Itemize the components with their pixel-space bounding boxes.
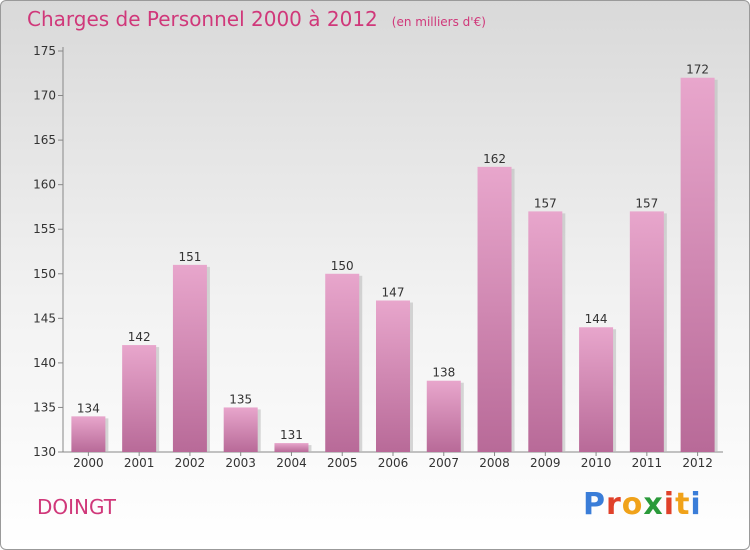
bar-value-label: 157 [534, 196, 557, 210]
bar-value-label: 134 [77, 401, 100, 415]
y-tick-label: 170 [33, 89, 56, 103]
x-tick-label: 2009 [530, 456, 561, 470]
bar [528, 211, 563, 452]
x-tick-label: 2005 [327, 456, 358, 470]
y-tick-label: 145 [33, 311, 56, 325]
brand-letter: P [583, 487, 606, 522]
bar-value-label: 144 [585, 312, 608, 326]
y-tick-label: 135 [33, 400, 56, 414]
bar-value-label: 151 [178, 250, 201, 264]
x-tick-label: 2004 [276, 456, 307, 470]
y-tick-label: 130 [33, 445, 56, 459]
bar-value-label: 157 [635, 196, 658, 210]
city-name: DOINGT [37, 495, 117, 519]
bar-value-label: 150 [331, 259, 354, 273]
bar [477, 166, 512, 452]
brand-letter: i [663, 487, 676, 522]
bar [325, 273, 360, 452]
x-tick-label: 2007 [428, 456, 459, 470]
bar [172, 264, 207, 452]
bar-value-label: 135 [229, 392, 252, 406]
y-tick-label: 160 [33, 178, 56, 192]
bar [579, 327, 614, 452]
chart-title: Charges de Personnel 2000 à 2012 (en mill… [27, 7, 486, 31]
x-tick-label: 2006 [378, 456, 409, 470]
bar [629, 211, 664, 452]
bar-value-label: 172 [686, 63, 709, 77]
brand-letter: r [606, 487, 622, 522]
x-tick-label: 2000 [73, 456, 104, 470]
bar-value-label: 131 [280, 428, 303, 442]
chart-subtitle: (en milliers d'€) [391, 15, 486, 29]
y-tick-label: 140 [33, 356, 56, 370]
brand-letter: x [643, 487, 664, 522]
bar-value-label: 142 [128, 330, 151, 344]
bar [71, 416, 106, 452]
bar [680, 77, 715, 452]
bar [223, 407, 258, 452]
bar [122, 345, 157, 452]
bar [426, 380, 461, 452]
x-tick-label: 2008 [479, 456, 510, 470]
brand-letter: o [621, 487, 644, 522]
bar [274, 443, 309, 452]
bar [376, 300, 410, 452]
y-tick-label: 175 [33, 44, 56, 58]
bar-value-label: 147 [382, 286, 405, 300]
x-tick-label: 2003 [225, 456, 256, 470]
proxiti-logo: Proxiti [583, 487, 702, 522]
x-tick-label: 2001 [124, 456, 155, 470]
y-tick-label: 155 [33, 222, 56, 236]
bar-value-label: 162 [483, 152, 506, 166]
y-tick-label: 165 [33, 133, 56, 147]
x-tick-label: 2012 [682, 456, 713, 470]
chart-title-text: Charges de Personnel 2000 à 2012 [27, 7, 378, 31]
bar-value-label: 138 [432, 366, 455, 380]
brand-letter: i [690, 487, 702, 522]
y-tick-label: 150 [33, 267, 56, 281]
x-tick-label: 2002 [175, 456, 206, 470]
brand-letter: t [675, 487, 691, 522]
x-tick-label: 2011 [632, 456, 663, 470]
x-tick-label: 2010 [581, 456, 612, 470]
